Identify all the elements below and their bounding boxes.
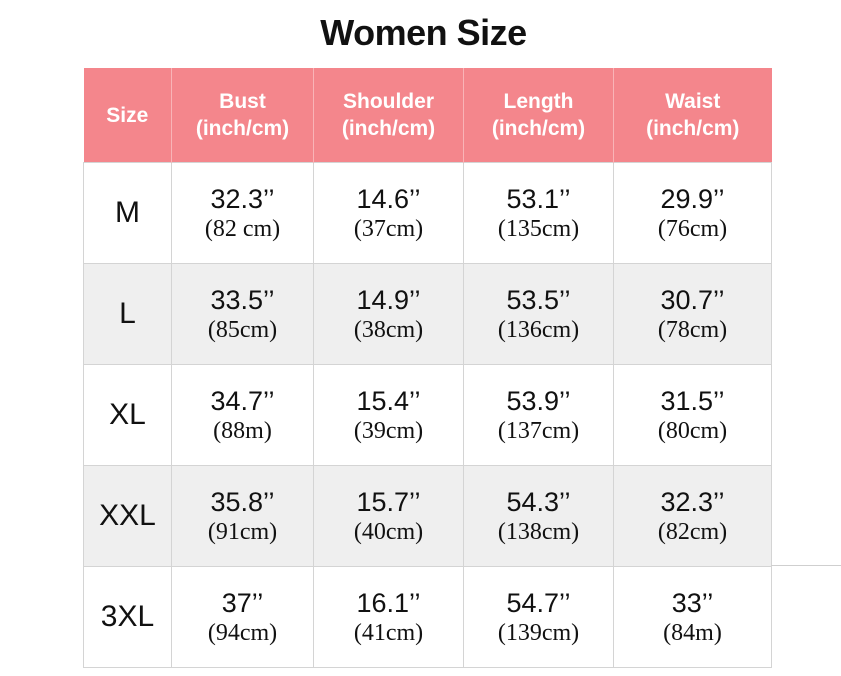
size-label: XL — [109, 398, 146, 431]
bust-cm: (88m) — [213, 417, 272, 444]
shoulder-cell: 16.1’’ (41cm) — [313, 566, 464, 668]
size-cell: 3XL — [83, 566, 172, 668]
size-label: L — [119, 297, 136, 330]
shoulder-cm: (41cm) — [353, 619, 424, 646]
bust-cm: (94cm) — [207, 619, 278, 646]
shoulder-inch: 14.9’’ — [356, 284, 421, 315]
bust-cm: (82 cm) — [204, 215, 281, 242]
bust-inch: 35.8’’ — [210, 486, 275, 517]
length-inch: 54.7’’ — [506, 587, 571, 618]
waist-cm: (82cm) — [657, 518, 728, 545]
length-cell: 53.1’’ (135cm) — [463, 162, 614, 264]
length-cm: (136cm) — [497, 316, 580, 343]
waist-inch: 30.7’’ — [660, 284, 725, 315]
shoulder-cm: (39cm) — [353, 417, 424, 444]
length-cm: (138cm) — [497, 518, 580, 545]
size-chart-table: Size Bust (inch/cm) Shoulder (inch/cm) L… — [83, 68, 772, 668]
size-cell: XXL — [83, 465, 172, 567]
waist-inch: 33’’ — [671, 587, 714, 618]
table-header-row: Size Bust (inch/cm) Shoulder (inch/cm) L… — [83, 68, 772, 163]
header-shoulder-unit: (inch/cm) — [341, 117, 436, 140]
waist-cell: 30.7’’ (78cm) — [613, 263, 772, 365]
header-waist: Waist (inch/cm) — [613, 68, 772, 163]
shoulder-inch: 14.6’’ — [356, 183, 421, 214]
size-label: XXL — [99, 499, 156, 532]
length-cell: 54.3’’ (138cm) — [463, 465, 614, 567]
length-cm: (135cm) — [497, 215, 580, 242]
bust-cell: 33.5’’ (85cm) — [171, 263, 314, 365]
table-row: M 32.3’’ (82 cm) 14.6’’ (37cm) 53.1’’ (135c… — [83, 162, 772, 264]
shoulder-cm: (40cm) — [353, 518, 424, 545]
waist-cm: (80cm) — [657, 417, 728, 444]
page-title: Women Size — [320, 12, 527, 53]
length-inch: 53.5’’ — [506, 284, 571, 315]
shoulder-inch: 16.1’’ — [356, 587, 421, 618]
header-shoulder-label: Shoulder — [342, 90, 434, 113]
length-cell: 53.5’’ (136cm) — [463, 263, 614, 365]
shoulder-cm: (38cm) — [353, 316, 424, 343]
bust-cell: 32.3’’ (82 cm) — [171, 162, 314, 264]
length-cm: (139cm) — [497, 619, 580, 646]
header-length: Length (inch/cm) — [463, 68, 614, 163]
waist-cell: 31.5’’ (80cm) — [613, 364, 772, 466]
header-length-unit: (inch/cm) — [491, 117, 586, 140]
header-waist-label: Waist — [665, 90, 721, 113]
size-cell: M — [83, 162, 172, 264]
divider-line — [771, 565, 841, 566]
header-length-label: Length — [503, 90, 574, 113]
length-inch: 54.3’’ — [506, 486, 571, 517]
length-inch: 53.1’’ — [506, 183, 571, 214]
header-bust-unit: (inch/cm) — [195, 117, 290, 140]
header-bust: Bust (inch/cm) — [171, 68, 314, 163]
bust-inch: 34.7’’ — [210, 385, 275, 416]
size-label: M — [115, 196, 140, 229]
table-row: L 33.5’’ (85cm) 14.9’’ (38cm) 53.5’’ (136cm… — [83, 263, 772, 365]
table-row: XXL 35.8’’ (91cm) 15.7’’ (40cm) 54.3’’ (138… — [83, 465, 772, 567]
length-cell: 53.9’’ (137cm) — [463, 364, 614, 466]
bust-inch: 37’’ — [221, 587, 264, 618]
waist-cm: (78cm) — [657, 316, 728, 343]
shoulder-cell: 14.6’’ (37cm) — [313, 162, 464, 264]
waist-inch: 32.3’’ — [660, 486, 725, 517]
bust-cell: 35.8’’ (91cm) — [171, 465, 314, 567]
waist-cell: 29.9’’ (76cm) — [613, 162, 772, 264]
shoulder-inch: 15.4’’ — [356, 385, 421, 416]
waist-cm: (76cm) — [657, 215, 728, 242]
bust-cm: (85cm) — [207, 316, 278, 343]
shoulder-cell: 15.7’’ (40cm) — [313, 465, 464, 567]
bust-cell: 37’’ (94cm) — [171, 566, 314, 668]
header-shoulder: Shoulder (inch/cm) — [313, 68, 464, 163]
table-row: XL 34.7’’ (88m) 15.4’’ (39cm) 53.9’’ (137cm… — [83, 364, 772, 466]
shoulder-cm: (37cm) — [353, 215, 424, 242]
waist-cell: 33’’ (84m) — [613, 566, 772, 668]
table-row: 3XL 37’’ (94cm) 16.1’’ (41cm) 54.7’’ (139cm… — [83, 566, 772, 668]
size-cell: XL — [83, 364, 172, 466]
header-size-label: Size — [106, 103, 149, 127]
length-inch: 53.9’’ — [506, 385, 571, 416]
bust-cell: 34.7’’ (88m) — [171, 364, 314, 466]
header-size: Size — [83, 68, 172, 163]
header-waist-unit: (inch/cm) — [646, 117, 740, 140]
length-cell: 54.7’’ (139cm) — [463, 566, 614, 668]
bust-inch: 32.3’’ — [210, 183, 275, 214]
size-cell: L — [83, 263, 172, 365]
bust-inch: 33.5’’ — [210, 284, 275, 315]
waist-cm: (84m) — [663, 619, 722, 646]
length-cm: (137cm) — [497, 417, 580, 444]
header-bust-label: Bust — [219, 90, 266, 113]
bust-cm: (91cm) — [207, 518, 278, 545]
shoulder-cell: 15.4’’ (39cm) — [313, 364, 464, 466]
waist-inch: 29.9’’ — [660, 183, 725, 214]
waist-inch: 31.5’’ — [660, 385, 725, 416]
shoulder-inch: 15.7’’ — [356, 486, 421, 517]
size-label: 3XL — [100, 600, 155, 633]
waist-cell: 32.3’’ (82cm) — [613, 465, 772, 567]
shoulder-cell: 14.9’’ (38cm) — [313, 263, 464, 365]
